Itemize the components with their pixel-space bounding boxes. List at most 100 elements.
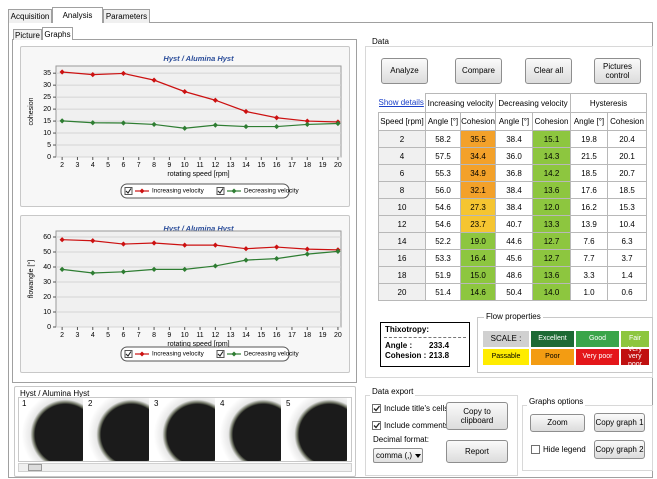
sub-tab[interactable]: Graphs [42, 27, 73, 40]
column-header: Speed [rpm] [379, 113, 426, 131]
thixotropy-title: Thixotropy: [385, 325, 429, 334]
y-tick-label: 5 [47, 142, 51, 149]
table-cell: 52.2 [426, 233, 461, 250]
flow-title: Flow properties [484, 312, 543, 321]
table-cell: 6.3 [608, 233, 647, 250]
data-row: 258.235.538.415.119.820.4 [379, 131, 647, 148]
table-cell: 38.4 [496, 182, 533, 199]
angle-label: Angle : [385, 341, 412, 350]
copy-clipboard-button[interactable]: Copy to clipboard [446, 402, 508, 430]
x-tick-label: 2 [60, 162, 64, 169]
checkbox[interactable] [372, 421, 381, 430]
y-tick-label: 25 [43, 94, 51, 101]
table-cell: 3.7 [608, 250, 647, 267]
x-tick-label: 6 [121, 162, 125, 169]
picture-thumbnail[interactable] [86, 398, 149, 461]
x-tick-label: 14 [242, 162, 250, 169]
table-cell: 14 [379, 233, 426, 250]
table-cell: 13.3 [533, 216, 571, 233]
table-cell: 58.2 [426, 131, 461, 148]
x-tick-label: 10 [181, 162, 189, 169]
x-tick-label: 17 [288, 162, 296, 169]
chart: Hyst / Alumina Hyst051015202530352345678… [21, 47, 349, 206]
button[interactable]: Clear all [525, 58, 572, 84]
legend-label: Increasing velocity [152, 351, 205, 358]
checkbox[interactable] [531, 445, 540, 454]
column-header: Angle [°] [496, 113, 533, 131]
graphs-options-title: Graphs options [527, 397, 585, 406]
x-tick-label: 16 [273, 332, 281, 339]
scale-cell: SCALE : [482, 330, 530, 348]
table-cell: 45.6 [496, 250, 533, 267]
x-tick-label: 15 [257, 162, 265, 169]
column-header: Angle [°] [571, 113, 608, 131]
picture-thumbnail[interactable] [218, 398, 281, 461]
data-table: Show detailsIncreasing velocityDecreasin… [378, 93, 647, 301]
x-tick-label: 20 [334, 162, 342, 169]
table-cell: 16 [379, 250, 426, 267]
check-mark [373, 422, 380, 429]
picture-number: 3 [154, 399, 158, 408]
x-tick-label: 12 [211, 162, 219, 169]
table-cell: 3.3 [571, 267, 608, 284]
table-cell: 53.3 [426, 250, 461, 267]
flow-level: Passable [482, 348, 530, 366]
x-tick-label: 18 [303, 162, 311, 169]
picture-number: 4 [220, 399, 224, 408]
hide-legend-label: Hide legend [543, 445, 586, 454]
chart-title: Hyst / Alumina Hyst [163, 54, 234, 63]
show-details-link[interactable]: Show details [379, 94, 426, 113]
picture-thumbnail[interactable] [284, 398, 347, 461]
group-header-row: Show detailsIncreasing velocityDecreasin… [379, 94, 647, 113]
picture-number: 2 [88, 399, 92, 408]
table-cell: 27.3 [461, 199, 496, 216]
table-cell: 36.8 [496, 165, 533, 182]
zoom-button[interactable]: Zoom [530, 414, 585, 432]
table-cell: 23.7 [461, 216, 496, 233]
table-cell: 18.5 [608, 182, 647, 199]
copy-graph1-button[interactable]: Copy graph 1 [594, 413, 645, 432]
table-cell: 15.1 [533, 131, 571, 148]
x-tick-label: 13 [227, 332, 235, 339]
copy-graph2-button[interactable]: Copy graph 2 [594, 440, 645, 459]
flow-level: Good [575, 330, 620, 348]
picture-thumbnail[interactable] [20, 398, 83, 461]
y-tick-label: 0 [47, 154, 51, 161]
button[interactable]: Compare [455, 58, 502, 84]
x-tick-label: 3 [75, 332, 79, 339]
button[interactable]: Pictures control [594, 58, 641, 84]
table-cell: 20.1 [608, 148, 647, 165]
flow-level: Poor [530, 348, 575, 366]
checkbox[interactable] [372, 404, 381, 413]
legend-label: Decreasing velocity [244, 188, 299, 195]
data-row: 1054.627.338.412.016.215.3 [379, 199, 647, 216]
picture-thumbnail[interactable] [152, 398, 215, 461]
sub-tab[interactable]: Picture [13, 29, 42, 40]
report-button[interactable]: Report [446, 440, 508, 463]
y-tick-label: 30 [43, 82, 51, 89]
table-cell: 2 [379, 131, 426, 148]
tab[interactable]: Parameters [103, 9, 150, 23]
table-cell: 1.4 [608, 267, 647, 284]
arrow [415, 454, 421, 458]
x-tick-label: 17 [288, 332, 296, 339]
tab[interactable]: Analysis [52, 7, 103, 23]
table-cell: 15.0 [461, 267, 496, 284]
cohesion-value: 213.8 [429, 351, 449, 360]
table-cell: 10 [379, 199, 426, 216]
x-tick-label: 19 [319, 332, 327, 339]
table-cell: 48.6 [496, 267, 533, 284]
table-cell: 19.8 [571, 131, 608, 148]
tab[interactable]: Acquisition [8, 9, 52, 23]
picture-number: 5 [286, 399, 290, 408]
data-title: Data [370, 37, 391, 46]
button[interactable]: Analyze [381, 58, 428, 84]
table-cell: 17.6 [571, 182, 608, 199]
y-tick-label: 40 [43, 264, 51, 271]
scrollbar-thumb[interactable] [28, 464, 42, 471]
include-comments-label: Include comments [384, 421, 449, 430]
